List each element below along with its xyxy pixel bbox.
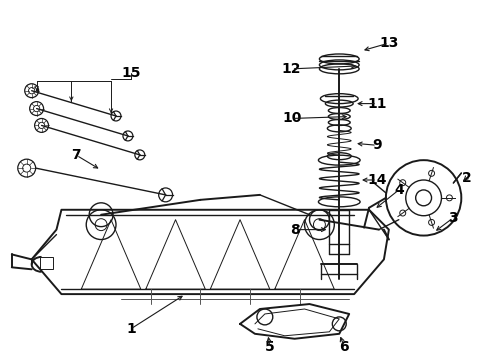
Text: 10: 10: [282, 112, 301, 126]
Text: 15: 15: [121, 66, 141, 80]
Text: 9: 9: [372, 138, 382, 152]
Text: 3: 3: [448, 211, 458, 225]
Bar: [40, 257, 53, 269]
Text: 7: 7: [72, 148, 81, 162]
Text: 5: 5: [265, 340, 275, 354]
Text: 12: 12: [282, 62, 301, 76]
Text: 14: 14: [367, 173, 387, 187]
Text: 4: 4: [394, 183, 404, 197]
Text: 6: 6: [340, 340, 349, 354]
Text: 8: 8: [290, 222, 299, 237]
Text: 11: 11: [367, 96, 387, 111]
Text: 2: 2: [462, 171, 471, 185]
Text: 13: 13: [379, 36, 398, 50]
Text: 1: 1: [126, 322, 136, 336]
